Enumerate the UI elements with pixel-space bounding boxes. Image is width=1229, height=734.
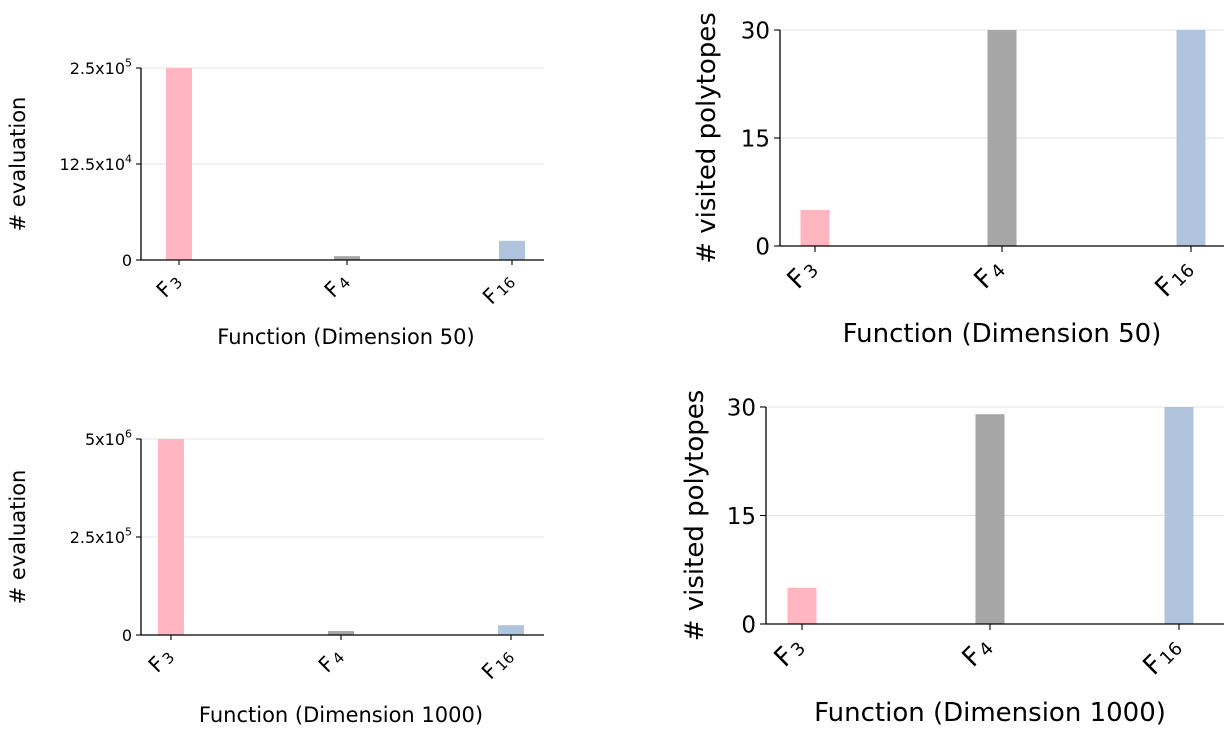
y-tick-label: 15: [741, 126, 770, 152]
bar-f16: [499, 240, 525, 260]
x-tick-label: F16: [1150, 254, 1199, 303]
y-tick-label: 2.5x105: [70, 57, 132, 78]
chart-panel-4: 0 15 30 F3 F4 F16 Function (Dimension 1000) # v…: [680, 390, 1224, 728]
bar-f3: [166, 68, 192, 260]
x-axis-label: Function (Dimension 50): [217, 325, 474, 349]
y-axis-label: # evaluation: [6, 97, 30, 232]
y-axis-label: # evaluation: [6, 470, 30, 605]
x-tick-label: F16: [1138, 632, 1187, 681]
y-tick-label: 0: [122, 251, 132, 270]
x-tick-label: F3: [144, 644, 178, 678]
chart-panel-3: 0 2.5x105 5x106 F3 F4 F16 Function (Dimension …: [6, 428, 544, 727]
y-tick-label: 2.5x105: [70, 526, 132, 547]
chart-panel-2: 0 15 30 F3 F4 F16 Function (Dimension 50) # vis…: [692, 12, 1224, 349]
x-tick-label: F3: [782, 254, 823, 295]
y-tick-label: 15: [727, 504, 756, 530]
x-tick-label: F16: [477, 644, 518, 685]
y-tick-label: 5x106: [85, 428, 132, 449]
x-tick-label: F4: [969, 254, 1010, 295]
x-tick-label: F4: [320, 269, 354, 303]
bar-f3: [158, 439, 184, 635]
x-tick-label: F16: [478, 269, 519, 310]
bar-f16: [1176, 30, 1206, 246]
y-tick-label: 30: [727, 395, 756, 421]
x-axis-label: Function (Dimension 1000): [199, 703, 483, 727]
y-axis-label: # visited polytopes: [680, 390, 710, 642]
y-axis-label: # visited polytopes: [692, 12, 722, 264]
bar-f4: [328, 631, 354, 635]
x-axis-label: Function (Dimension 1000): [814, 698, 1166, 728]
y-tick-label: 0: [755, 234, 770, 260]
x-tick-label: F4: [957, 632, 998, 673]
bar-f4: [987, 30, 1017, 246]
y-tick-label: 12.5x104: [60, 153, 132, 174]
bar-f4: [975, 414, 1005, 624]
bar-f3: [787, 587, 817, 624]
bar-f16: [498, 625, 524, 635]
x-tick-label: F3: [769, 632, 810, 673]
y-tick-label: 30: [741, 18, 770, 44]
bar-f16: [1164, 407, 1194, 624]
y-tick-label: 0: [122, 626, 132, 645]
y-tick-label: 0: [741, 612, 756, 638]
x-axis-label: Function (Dimension 50): [843, 319, 1162, 349]
x-tick-label: F4: [314, 644, 348, 678]
x-tick-label: F3: [152, 269, 186, 303]
bar-f3: [800, 210, 830, 246]
bar-f4: [334, 256, 360, 260]
